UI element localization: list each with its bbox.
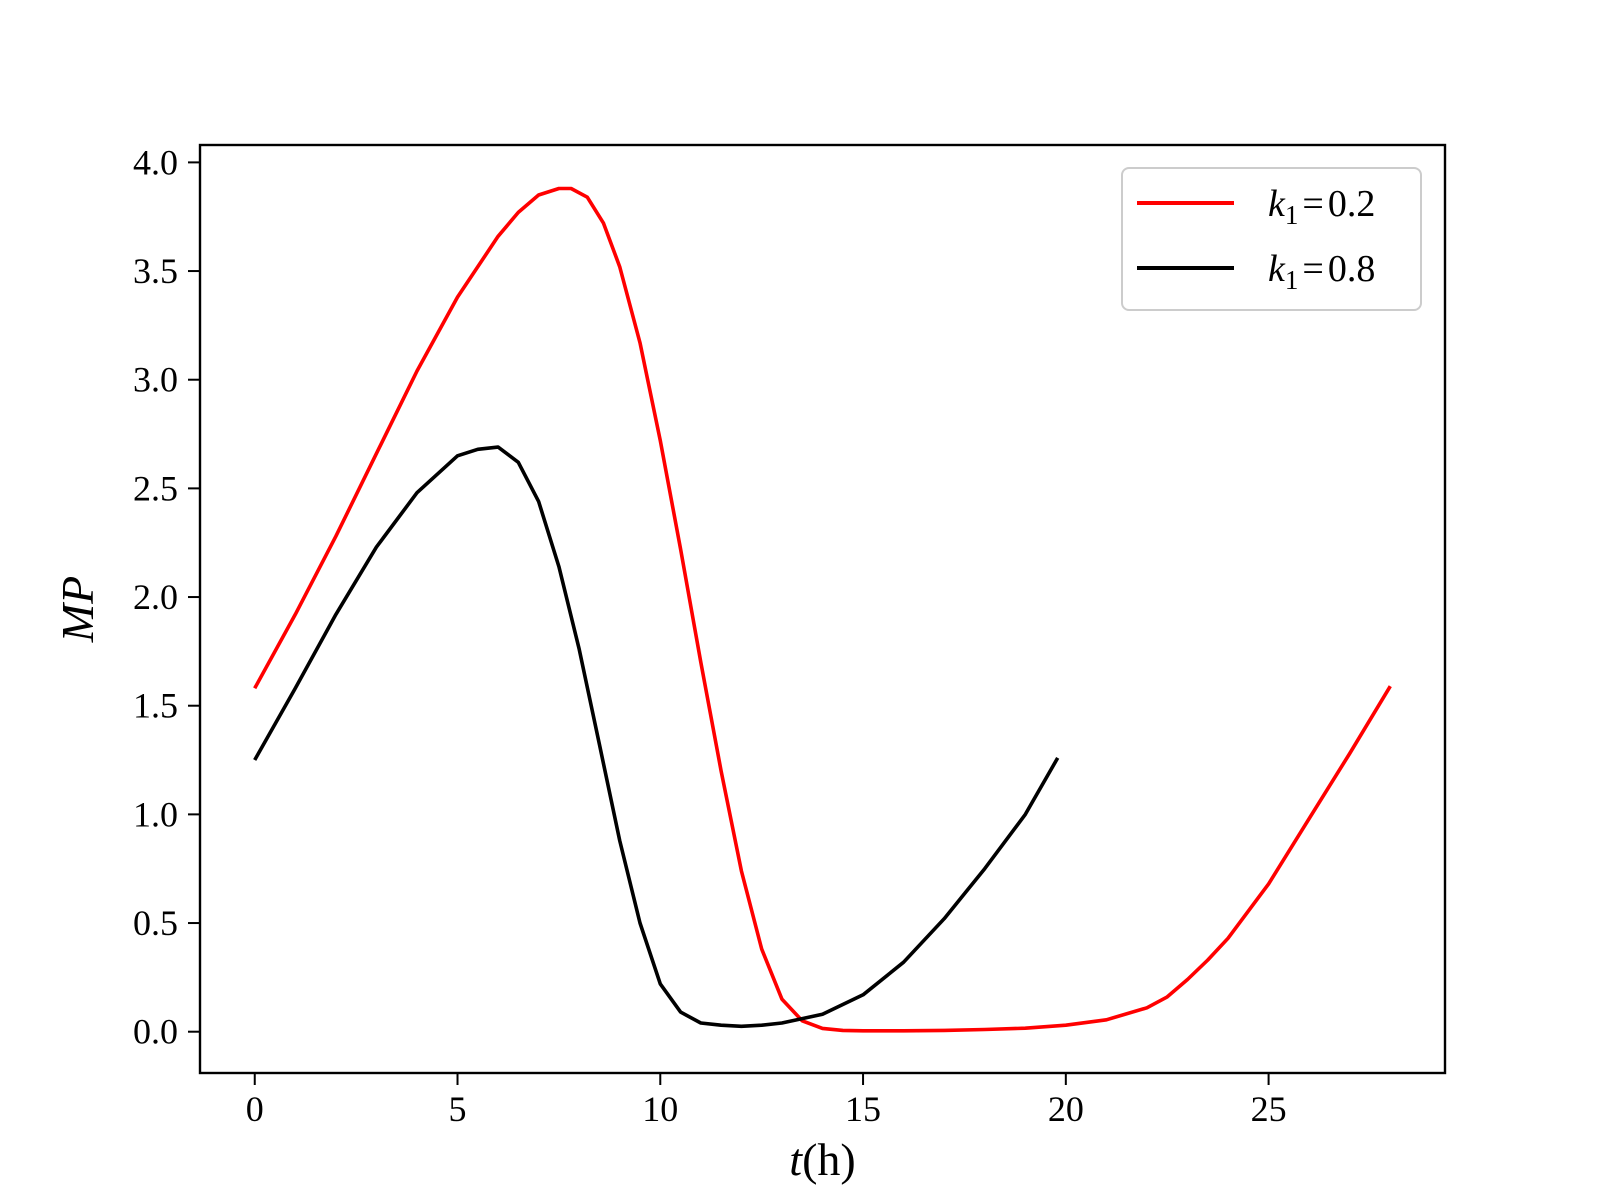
x-axis-label-var: t <box>789 1134 803 1185</box>
y-tick-label: 3.0 <box>133 360 178 400</box>
legend-subscript: 1 <box>1285 200 1299 230</box>
legend: k1 = 0.2 k1 = 0.8 <box>1121 167 1422 311</box>
legend-label-k1-0-2: k1 = 0.2 <box>1268 183 1375 230</box>
y-tick-label: 2.0 <box>133 577 178 617</box>
legend-equals: = <box>1302 183 1323 225</box>
y-tick-label: 1.5 <box>133 686 178 726</box>
x-tick-label: 15 <box>845 1089 881 1129</box>
legend-equals: = <box>1302 248 1323 290</box>
x-axis-ticks: 0 5 10 15 20 25 <box>246 1073 1287 1129</box>
y-tick-label: 4.0 <box>133 142 178 182</box>
legend-entry-k1-0-8: k1 = 0.8 <box>1137 248 1375 295</box>
x-axis-label-unit: (h) <box>802 1134 856 1185</box>
x-tick-label: 25 <box>1251 1089 1287 1129</box>
series-line-1 <box>253 445 1060 1029</box>
legend-entry-k1-0-2: k1 = 0.2 <box>1137 183 1375 230</box>
legend-value: 0.8 <box>1328 248 1376 290</box>
y-axis-label: MP <box>52 576 103 643</box>
x-tick-label: 20 <box>1048 1089 1084 1129</box>
y-tick-label: 1.0 <box>133 794 178 834</box>
series-line-0 <box>253 186 1392 1033</box>
legend-subscript: 1 <box>1285 265 1299 295</box>
legend-value: 0.2 <box>1328 183 1376 225</box>
x-tick-label: 10 <box>642 1089 678 1129</box>
legend-symbol: k <box>1268 183 1286 225</box>
x-axis-label: t(h) <box>789 1134 855 1185</box>
y-tick-label: 0.5 <box>133 903 178 943</box>
y-tick-label: 0.0 <box>133 1012 178 1052</box>
series-lines <box>253 186 1392 1033</box>
plot-area-frame <box>198 143 1447 1075</box>
y-tick-label: 2.5 <box>133 468 178 508</box>
legend-label-k1-0-8: k1 = 0.8 <box>1268 248 1375 295</box>
x-tick-label: 5 <box>449 1089 467 1129</box>
legend-symbol: k <box>1268 248 1286 290</box>
x-tick-label: 0 <box>246 1089 264 1129</box>
y-tick-label: 3.5 <box>133 251 178 291</box>
y-axis-ticks: 0.0 0.5 1.0 1.5 2.0 2.5 3.0 3.5 4.0 <box>133 142 200 1052</box>
